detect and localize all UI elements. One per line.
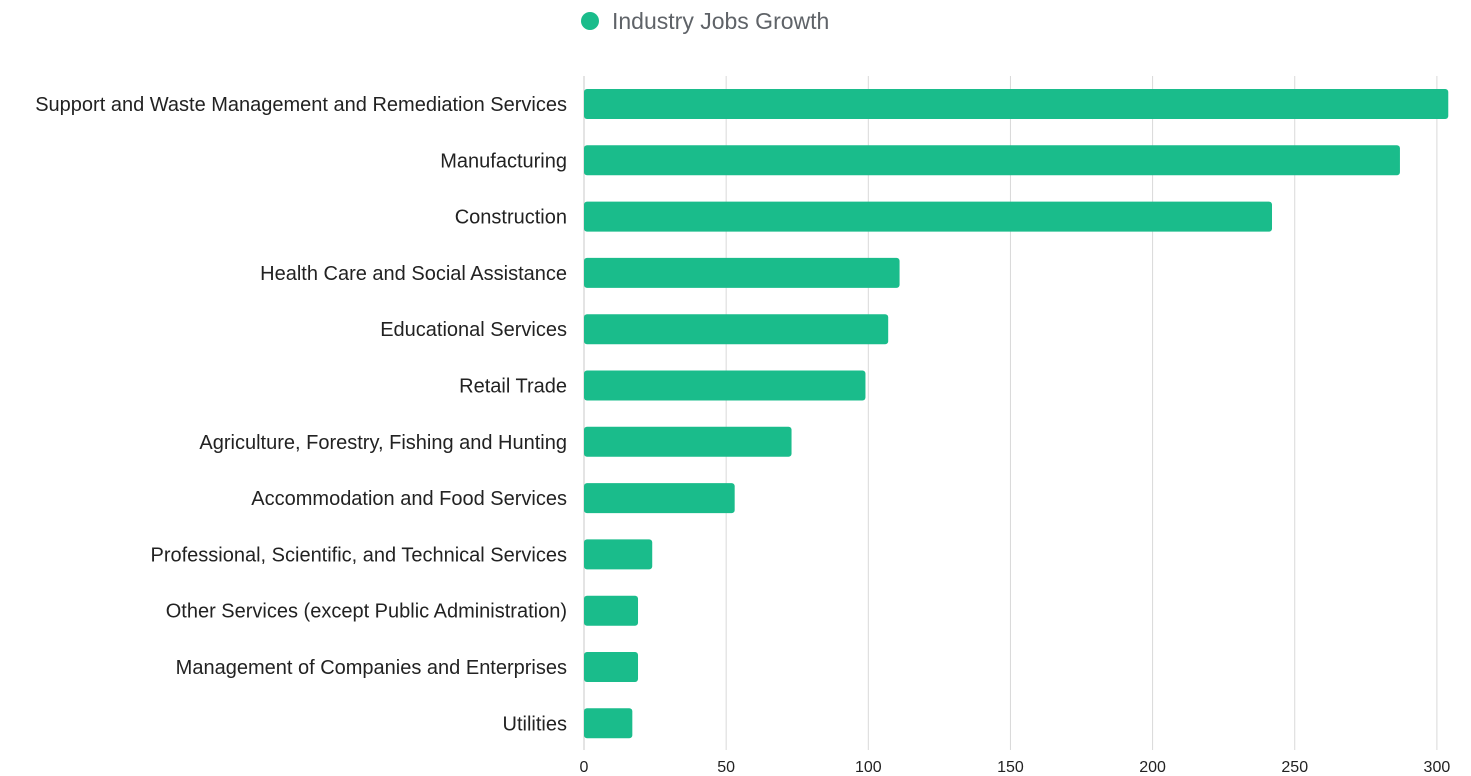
x-tick-label: 50 xyxy=(717,759,735,776)
bar xyxy=(584,370,866,401)
bars xyxy=(584,89,1449,739)
bar xyxy=(584,89,1449,119)
category-label: Construction xyxy=(455,207,567,229)
x-tick-label: 100 xyxy=(855,759,882,776)
category-label: Retail Trade xyxy=(459,376,567,398)
bar xyxy=(584,314,889,345)
category-label: Support and Waste Management and Remedia… xyxy=(35,94,567,116)
category-label: Professional, Scientific, and Technical … xyxy=(150,544,567,566)
x-tick-label: 150 xyxy=(997,759,1024,776)
x-tick-label: 300 xyxy=(1424,759,1451,776)
bar xyxy=(584,652,639,682)
category-label: Agriculture, Forestry, Fishing and Hunti… xyxy=(199,432,567,454)
category-label: Management of Companies and Enterprises xyxy=(176,657,567,679)
category-label: Accommodation and Food Services xyxy=(251,488,567,510)
category-label: Educational Services xyxy=(380,319,567,341)
x-tick-label: 250 xyxy=(1281,759,1308,776)
bar xyxy=(584,201,1273,232)
legend-swatch xyxy=(581,12,599,30)
bar xyxy=(584,145,1400,176)
x-tick-label: 200 xyxy=(1139,759,1166,776)
bar xyxy=(584,708,633,739)
bar xyxy=(584,595,639,626)
bar xyxy=(584,539,653,570)
bar xyxy=(584,426,792,457)
gridlines xyxy=(583,76,1438,750)
legend: Industry Jobs Growth xyxy=(581,8,829,34)
category-label: Health Care and Social Assistance xyxy=(260,263,567,285)
bar xyxy=(584,257,900,288)
legend-label: Industry Jobs Growth xyxy=(612,8,829,34)
bar xyxy=(584,483,735,514)
category-label: Manufacturing xyxy=(440,150,567,172)
x-axis-tick-labels: 0 50 100 150 200 250 300 xyxy=(580,759,1451,776)
category-label: Other Services (except Public Administra… xyxy=(166,601,567,623)
x-tick-label: 0 xyxy=(580,759,589,776)
category-label: Utilities xyxy=(503,713,567,735)
category-labels: Support and Waste Management and Remedia… xyxy=(35,94,567,735)
